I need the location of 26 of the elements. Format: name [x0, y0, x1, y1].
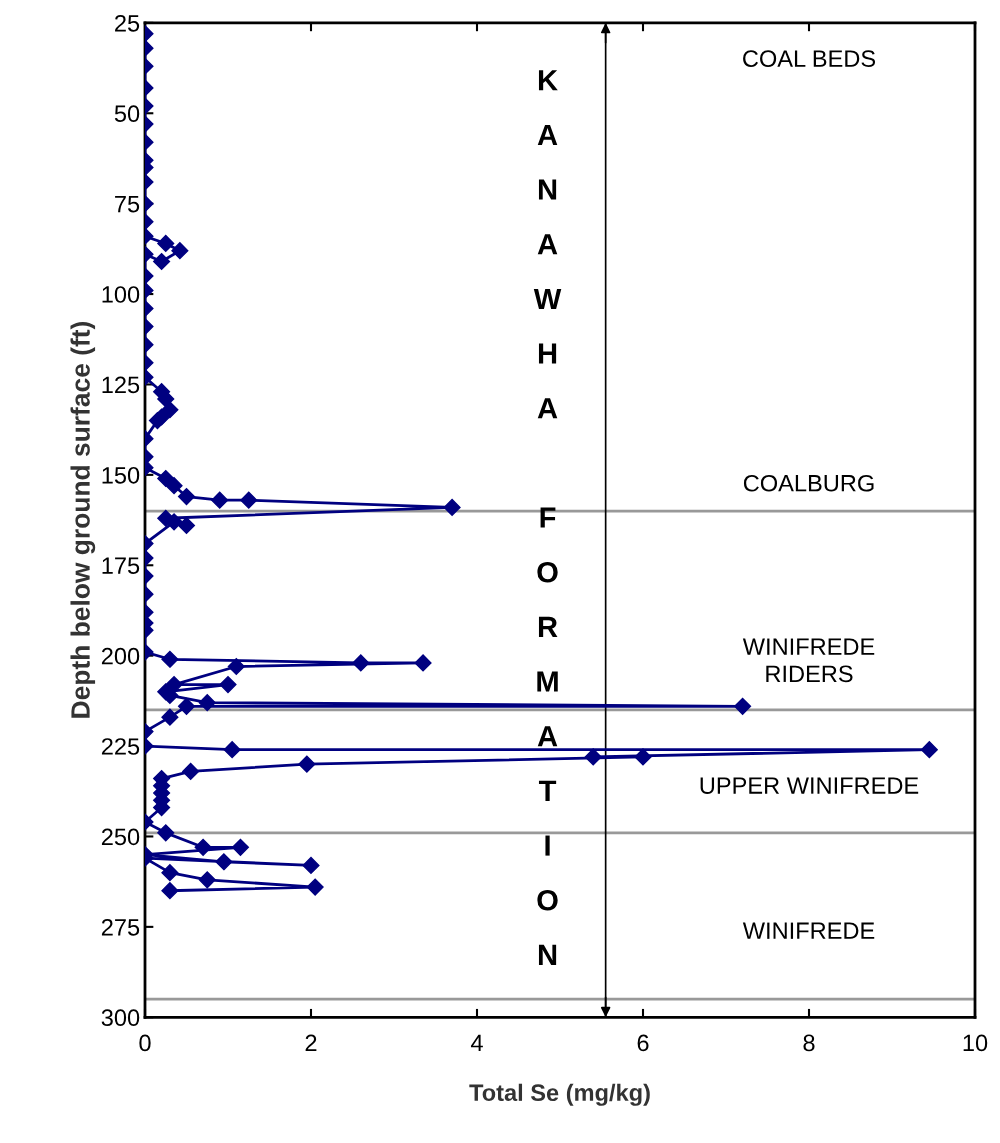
annotation: COAL BEDS — [743, 50, 876, 67]
y-tick-label: 275 — [101, 918, 140, 936]
x-tick-label: 4 — [470, 1034, 483, 1052]
y-tick-label: 50 — [114, 105, 140, 123]
y-tick-label: 225 — [101, 738, 140, 755]
x-tick-label: 10 — [963, 1034, 988, 1052]
annotation: WINIFREDE — [742, 922, 875, 939]
x-tick-label: 6 — [637, 1034, 649, 1052]
y-tick-label: 175 — [102, 557, 140, 575]
y-tick-label: 75 — [115, 195, 140, 213]
y-tick-label: 200 — [101, 647, 140, 665]
annotation: UPPER WINIFREDE — [700, 777, 919, 794]
x-tick-label: 2 — [305, 1034, 317, 1052]
text: KANAWHA FORMATION — [533, 70, 562, 965]
annotation: WINIFREDE RIDERS — [742, 638, 875, 683]
y-tick-label: 25 — [115, 14, 140, 32]
x-axis-title: Total Se (mg/kg) — [469, 1083, 650, 1106]
annotation: COALBURG — [743, 474, 874, 492]
y-tick-label: 150 — [102, 466, 140, 484]
y-tick-label: 250 — [101, 828, 140, 846]
x-tick-label: 8 — [803, 1034, 815, 1052]
x-tick-label: 0 — [139, 1034, 151, 1052]
y-tick-label: 300 — [101, 1009, 140, 1027]
y-axis-title: Depth below ground surface (ft) — [70, 321, 96, 718]
y-tick-label: 100 — [102, 286, 140, 303]
y-tick-label: 125 — [102, 376, 140, 394]
